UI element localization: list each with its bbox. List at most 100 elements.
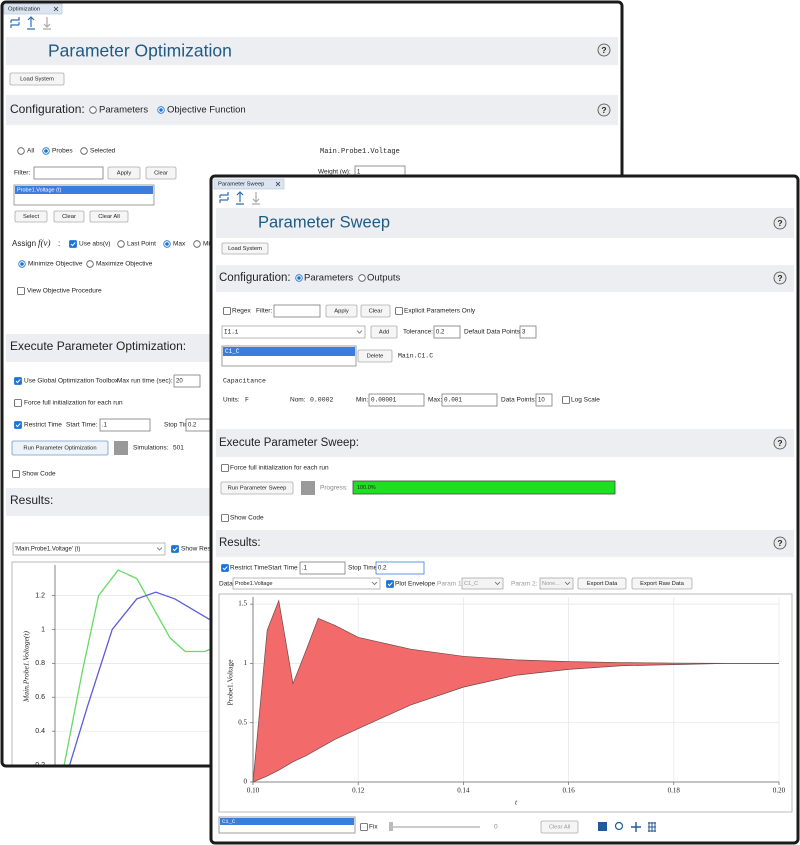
button[interactable]: Add xyxy=(370,325,398,339)
checkbox[interactable] xyxy=(69,240,77,248)
button[interactable]: Apply xyxy=(107,166,141,180)
help-button[interactable]: ? xyxy=(773,436,787,450)
upload-icon[interactable] xyxy=(236,191,244,205)
text-input[interactable]: .1 xyxy=(99,418,151,432)
help-button[interactable]: ? xyxy=(597,43,611,57)
tab-label: Parameter Sweep xyxy=(218,182,264,188)
radio-button[interactable] xyxy=(157,106,165,114)
button[interactable]: Clear All xyxy=(89,210,129,223)
checkbox[interactable] xyxy=(395,307,403,315)
radio-button[interactable] xyxy=(89,106,97,114)
section-title: Results: xyxy=(10,493,53,507)
radio-button[interactable] xyxy=(18,260,26,268)
checkmark xyxy=(15,379,21,384)
refresh-icon[interactable] xyxy=(10,17,20,28)
save-icon[interactable] xyxy=(598,822,607,831)
help-button[interactable]: ? xyxy=(597,103,611,117)
dropdown[interactable]: Probe1.Voltage xyxy=(232,577,381,590)
button[interactable]: Select xyxy=(14,210,48,223)
checkbox[interactable] xyxy=(14,399,22,407)
checkbox[interactable] xyxy=(221,464,229,472)
button-frame xyxy=(357,349,393,363)
radio-button[interactable] xyxy=(117,240,125,248)
radio-button[interactable] xyxy=(358,274,366,282)
text-input[interactable]: 20 xyxy=(173,374,201,388)
help-button[interactable]: ? xyxy=(773,536,787,550)
checkbox[interactable] xyxy=(223,307,231,315)
label: Parameters xyxy=(304,273,353,284)
page-title: Parameter Optimization xyxy=(48,41,232,61)
download-icon[interactable] xyxy=(252,192,260,205)
text-input[interactable]: 0.001 xyxy=(441,393,498,407)
checkbox[interactable] xyxy=(17,287,25,295)
checkbox[interactable] xyxy=(171,545,179,553)
help-button[interactable]: ? xyxy=(773,216,787,230)
zoom-icon[interactable] xyxy=(614,821,624,831)
download-icon[interactable] xyxy=(43,17,51,30)
radio-button[interactable] xyxy=(17,147,25,155)
checkbox[interactable] xyxy=(386,580,394,588)
checkbox-box xyxy=(17,287,25,295)
list-box[interactable]: Probe1.Voltage (t) xyxy=(13,184,155,206)
button[interactable]: Clear All xyxy=(540,820,579,834)
radio-button[interactable] xyxy=(86,260,94,268)
list-box[interactable]: C1_C xyxy=(218,816,356,834)
tab[interactable]: Optimization xyxy=(3,3,63,15)
input-frame xyxy=(99,418,151,432)
button[interactable]: Load System xyxy=(221,242,269,255)
dropdown[interactable]: None... xyxy=(539,577,574,590)
checkbox[interactable] xyxy=(14,377,22,385)
text-input[interactable]: 0.00001 xyxy=(368,393,425,407)
dropdown[interactable]: I1.i xyxy=(221,325,366,339)
button[interactable]: Delete xyxy=(357,349,393,363)
y-tick-label: 1 xyxy=(41,626,45,633)
button[interactable]: Run Parameter Sweep xyxy=(220,481,294,495)
window-border xyxy=(209,174,800,845)
text-input[interactable]: 10 xyxy=(535,393,553,407)
text-input[interactable]: 0.2 xyxy=(375,561,425,575)
tab-close[interactable] xyxy=(53,6,59,12)
checkbox[interactable] xyxy=(360,823,368,831)
radio-button[interactable] xyxy=(163,240,171,248)
button[interactable]: Apply xyxy=(325,304,358,318)
dropdown-caret xyxy=(156,547,163,551)
list-box[interactable]: C1_C xyxy=(221,345,357,367)
button[interactable]: Export Raw Data xyxy=(631,577,693,590)
button[interactable]: Export Data xyxy=(577,577,627,590)
label: Stop Time xyxy=(348,565,378,572)
tab[interactable]: Parameter Sweep xyxy=(213,178,285,190)
checkbox[interactable] xyxy=(14,421,22,429)
input-value: 10 xyxy=(538,398,545,404)
checkbox[interactable] xyxy=(12,470,20,478)
label: Start Time xyxy=(268,565,298,572)
label: Fix xyxy=(369,824,378,831)
text-input[interactable]: 0.2 xyxy=(433,325,461,339)
text-input[interactable] xyxy=(273,304,321,318)
text-input[interactable]: 3 xyxy=(519,325,537,339)
radio-button[interactable] xyxy=(193,240,201,248)
button[interactable]: Clear xyxy=(145,166,177,180)
dropdown[interactable]: 'Main.Probe1.Voltage' (t) xyxy=(12,542,166,556)
button[interactable]: Run Parameter Optimization xyxy=(11,440,109,456)
button[interactable]: Clear xyxy=(360,304,391,318)
text-input[interactable]: .1 xyxy=(299,561,346,575)
help-button[interactable]: ? xyxy=(773,271,787,285)
help-circle xyxy=(773,436,787,450)
refresh-icon[interactable] xyxy=(219,192,229,203)
checkbox[interactable] xyxy=(221,564,229,572)
grid-icon[interactable] xyxy=(648,822,656,832)
radio-ring xyxy=(193,240,201,248)
upload-icon[interactable] xyxy=(27,16,35,30)
radio-button[interactable] xyxy=(42,147,50,155)
checkbox[interactable] xyxy=(221,514,229,522)
dropdown[interactable]: C1_C xyxy=(461,577,504,590)
radio-button[interactable] xyxy=(80,147,88,155)
button[interactable]: Clear xyxy=(53,210,85,223)
text-input[interactable] xyxy=(33,166,104,180)
slider-thumb[interactable] xyxy=(389,822,393,831)
button[interactable]: Load System xyxy=(9,72,65,86)
checkbox[interactable] xyxy=(562,396,570,404)
pan-icon[interactable] xyxy=(631,822,641,832)
radio-button[interactable] xyxy=(295,274,303,282)
tab-close[interactable] xyxy=(275,181,281,187)
